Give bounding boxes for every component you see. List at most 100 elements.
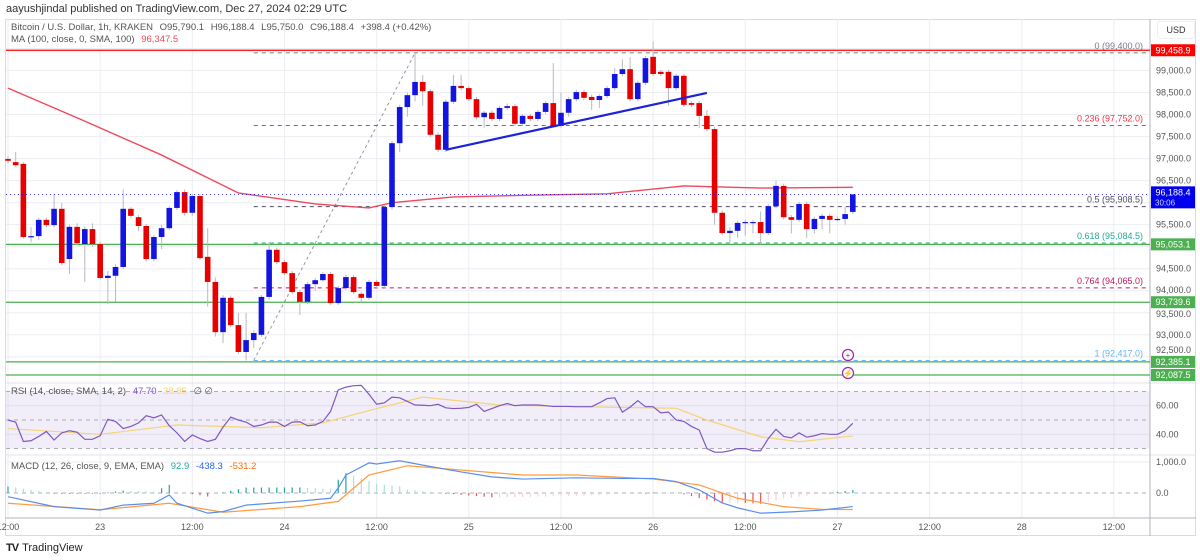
support-price-label: 95,053.1 <box>1155 239 1190 249</box>
macd-histogram-bar <box>368 480 370 493</box>
macd-histogram-bar <box>161 488 163 493</box>
time-axis-label: 28 <box>1017 522 1027 532</box>
candle-body <box>466 88 472 100</box>
candle <box>12 151 19 168</box>
candle-body <box>711 129 718 213</box>
macd-histogram-bar <box>706 493 708 500</box>
candle <box>442 99 449 152</box>
macd-histogram-bar <box>253 487 255 493</box>
candle-body <box>258 296 265 335</box>
candle-body <box>757 222 764 234</box>
macd-histogram-bar <box>137 491 140 493</box>
candle <box>673 73 679 91</box>
macd-histogram-bar <box>468 493 470 496</box>
candle <box>842 207 848 225</box>
macd-histogram-bar <box>22 488 24 493</box>
candle <box>527 114 534 122</box>
candle <box>350 274 357 295</box>
macd-histogram-bar <box>306 487 309 493</box>
macd-histogram-bar <box>345 473 347 493</box>
macd-histogram-bar <box>552 493 554 497</box>
candle <box>166 206 173 230</box>
macd-histogram-bar <box>583 493 585 496</box>
macd-histogram-bar <box>314 488 316 493</box>
macd-hist-value: 92.9 <box>170 461 190 472</box>
macd-histogram-bar <box>422 491 424 493</box>
macd-histogram-bar <box>452 493 455 495</box>
candle <box>220 295 226 344</box>
currency-button[interactable]: USD <box>1157 21 1195 39</box>
candle-body <box>174 192 180 208</box>
candle <box>719 210 726 236</box>
plus-circle-icon[interactable]: + <box>841 348 855 362</box>
macd-histogram-bar <box>690 493 693 497</box>
candle <box>258 295 265 338</box>
candle <box>473 96 480 120</box>
macd-histogram-bar <box>114 491 117 493</box>
symbol-name[interactable]: Bitcoin / U.S. Dollar, 1h, KRAKEN <box>11 22 154 33</box>
candle <box>396 104 403 152</box>
candle <box>327 271 334 305</box>
lightning-circle-icon[interactable]: ⚡ <box>841 366 855 380</box>
macd-histogram-bar <box>299 487 301 493</box>
candle-body <box>381 207 388 286</box>
rsi-legend[interactable]: RSI (14, close, SMA, 14, 2) 47.70 38.85 … <box>11 386 217 397</box>
candle-body <box>481 112 487 118</box>
candle <box>181 189 188 216</box>
candle-body <box>542 103 549 112</box>
ohlc-close: C96,188.4 <box>310 22 354 33</box>
macd-histogram-bar <box>798 493 800 497</box>
candle <box>565 96 572 117</box>
candle-body <box>419 81 426 92</box>
macd-histogram-bar <box>598 493 600 495</box>
candle-body <box>850 194 856 212</box>
event-icon-ring <box>841 348 855 362</box>
macd-histogram-bar <box>844 490 846 493</box>
candle <box>419 74 426 106</box>
support-price-label: 92,385.1 <box>1155 357 1190 367</box>
ohlc-low: L95,750.0 <box>261 22 304 33</box>
candle-body <box>112 266 119 276</box>
candle-body <box>151 237 157 260</box>
candle-body <box>734 222 741 231</box>
macd-histogram-bar <box>621 493 623 494</box>
ma-label: MA (100, close, 0, SMA, 100) <box>11 34 135 45</box>
macd-histogram-bar <box>836 491 839 493</box>
candle <box>112 264 119 302</box>
candle-body <box>535 111 541 119</box>
footer-brand[interactable]: TV TradingView <box>6 542 83 554</box>
candle-body <box>243 340 249 352</box>
macd-histogram-bar <box>191 493 193 495</box>
candle <box>588 94 595 111</box>
candle-body <box>5 159 11 161</box>
macd-histogram-bar <box>560 493 562 497</box>
macd-legend[interactable]: MACD (12, 26, close, 9, EMA, EMA) 92.9 -… <box>11 461 260 472</box>
candle-body <box>496 107 503 119</box>
tradingview-logo-icon: TV <box>6 542 19 554</box>
candle-body <box>604 88 610 97</box>
time-axis-label: 27 <box>832 522 842 532</box>
candle <box>427 88 434 138</box>
resistance-price-label: 99,458.9 <box>1155 45 1190 55</box>
candle-body <box>105 275 111 278</box>
candle-body <box>573 92 580 100</box>
macd-histogram-bar <box>537 493 539 497</box>
macd-histogram-bar <box>698 493 700 498</box>
macd-histogram-bar <box>644 492 647 494</box>
macd-histogram-bar <box>629 493 631 494</box>
candle <box>542 101 549 115</box>
ma-legend[interactable]: MA (100, close, 0, SMA, 100) 96,347.5 <box>11 34 182 45</box>
candle <box>335 285 342 305</box>
candle-body <box>819 215 825 219</box>
candle-body <box>350 277 357 293</box>
rsi-label: RSI (14, close, SMA, 14, 2) <box>11 386 127 397</box>
macd-histogram-bar <box>414 490 416 493</box>
macd-histogram-bar <box>184 492 186 494</box>
macd-histogram-bar <box>591 493 593 496</box>
candle-body <box>788 217 795 220</box>
candle <box>519 114 526 126</box>
candle <box>143 223 150 262</box>
macd-histogram-bar <box>291 487 293 493</box>
macd-histogram-bar <box>606 493 608 495</box>
